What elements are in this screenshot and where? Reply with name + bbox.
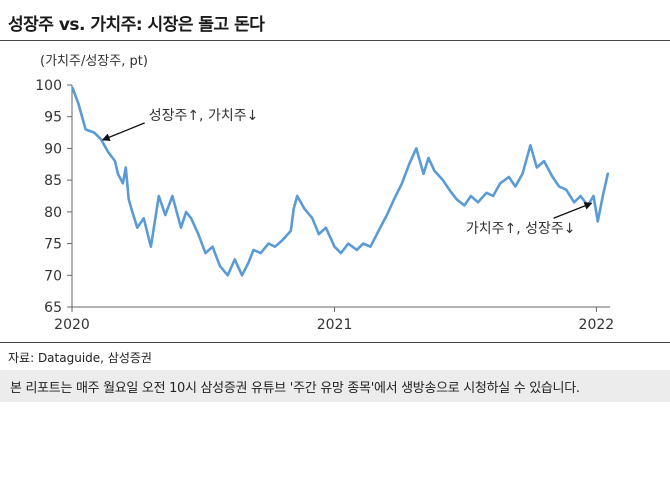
y-tick-label: 90 xyxy=(44,141,62,157)
y-tick-label: 85 xyxy=(44,173,62,189)
source-divider xyxy=(0,342,670,343)
line-chart: 65 70 75 80 85 90 95 100 2020 2021 2022 성장주↑, 가치주… xyxy=(35,78,615,333)
x-axis: 2020 2021 2022 xyxy=(54,306,615,333)
annotation-arrow xyxy=(553,202,593,219)
y-tick-label: 95 xyxy=(44,110,62,126)
annotation-label: 가치주↑, 성장주↓ xyxy=(466,221,576,237)
y-tick-label: 80 xyxy=(44,205,62,221)
series-layer xyxy=(71,86,610,277)
notice-text: 본 리포트는 매주 월요일 오전 10시 삼성증권 유튜브 '주간 유망 종목'… xyxy=(10,381,580,396)
x-tick-label: 2020 xyxy=(54,317,90,333)
y-tick-label: 75 xyxy=(44,237,62,253)
x-tick-label: 2021 xyxy=(317,317,353,333)
y-tick-label: 65 xyxy=(44,300,62,316)
source-note: 자료: Dataguide, 삼성증권 xyxy=(8,351,152,365)
notice-banner: 본 리포트는 매주 월요일 오전 10시 삼성증권 유튜브 '주간 유망 종목'… xyxy=(0,370,670,402)
chart-title: 성장주 vs. 가치주: 시장은 돌고 돈다 xyxy=(8,15,265,35)
x-tick-label: 2022 xyxy=(579,317,615,333)
y-axis-unit-label: (가치주/성장주, pt) xyxy=(40,54,148,69)
y-tick-label: 100 xyxy=(35,78,62,94)
annotation-layer: 성장주↑, 가치주↓ 가치주↑, 성장주↓ xyxy=(101,108,593,237)
title-divider xyxy=(0,40,670,41)
annotation-label: 성장주↑, 가치주↓ xyxy=(149,108,259,124)
y-axis: 65 70 75 80 85 90 95 100 xyxy=(35,78,73,316)
series-line xyxy=(71,86,610,277)
y-tick-label: 70 xyxy=(44,268,62,284)
annotation-arrow xyxy=(101,122,145,141)
